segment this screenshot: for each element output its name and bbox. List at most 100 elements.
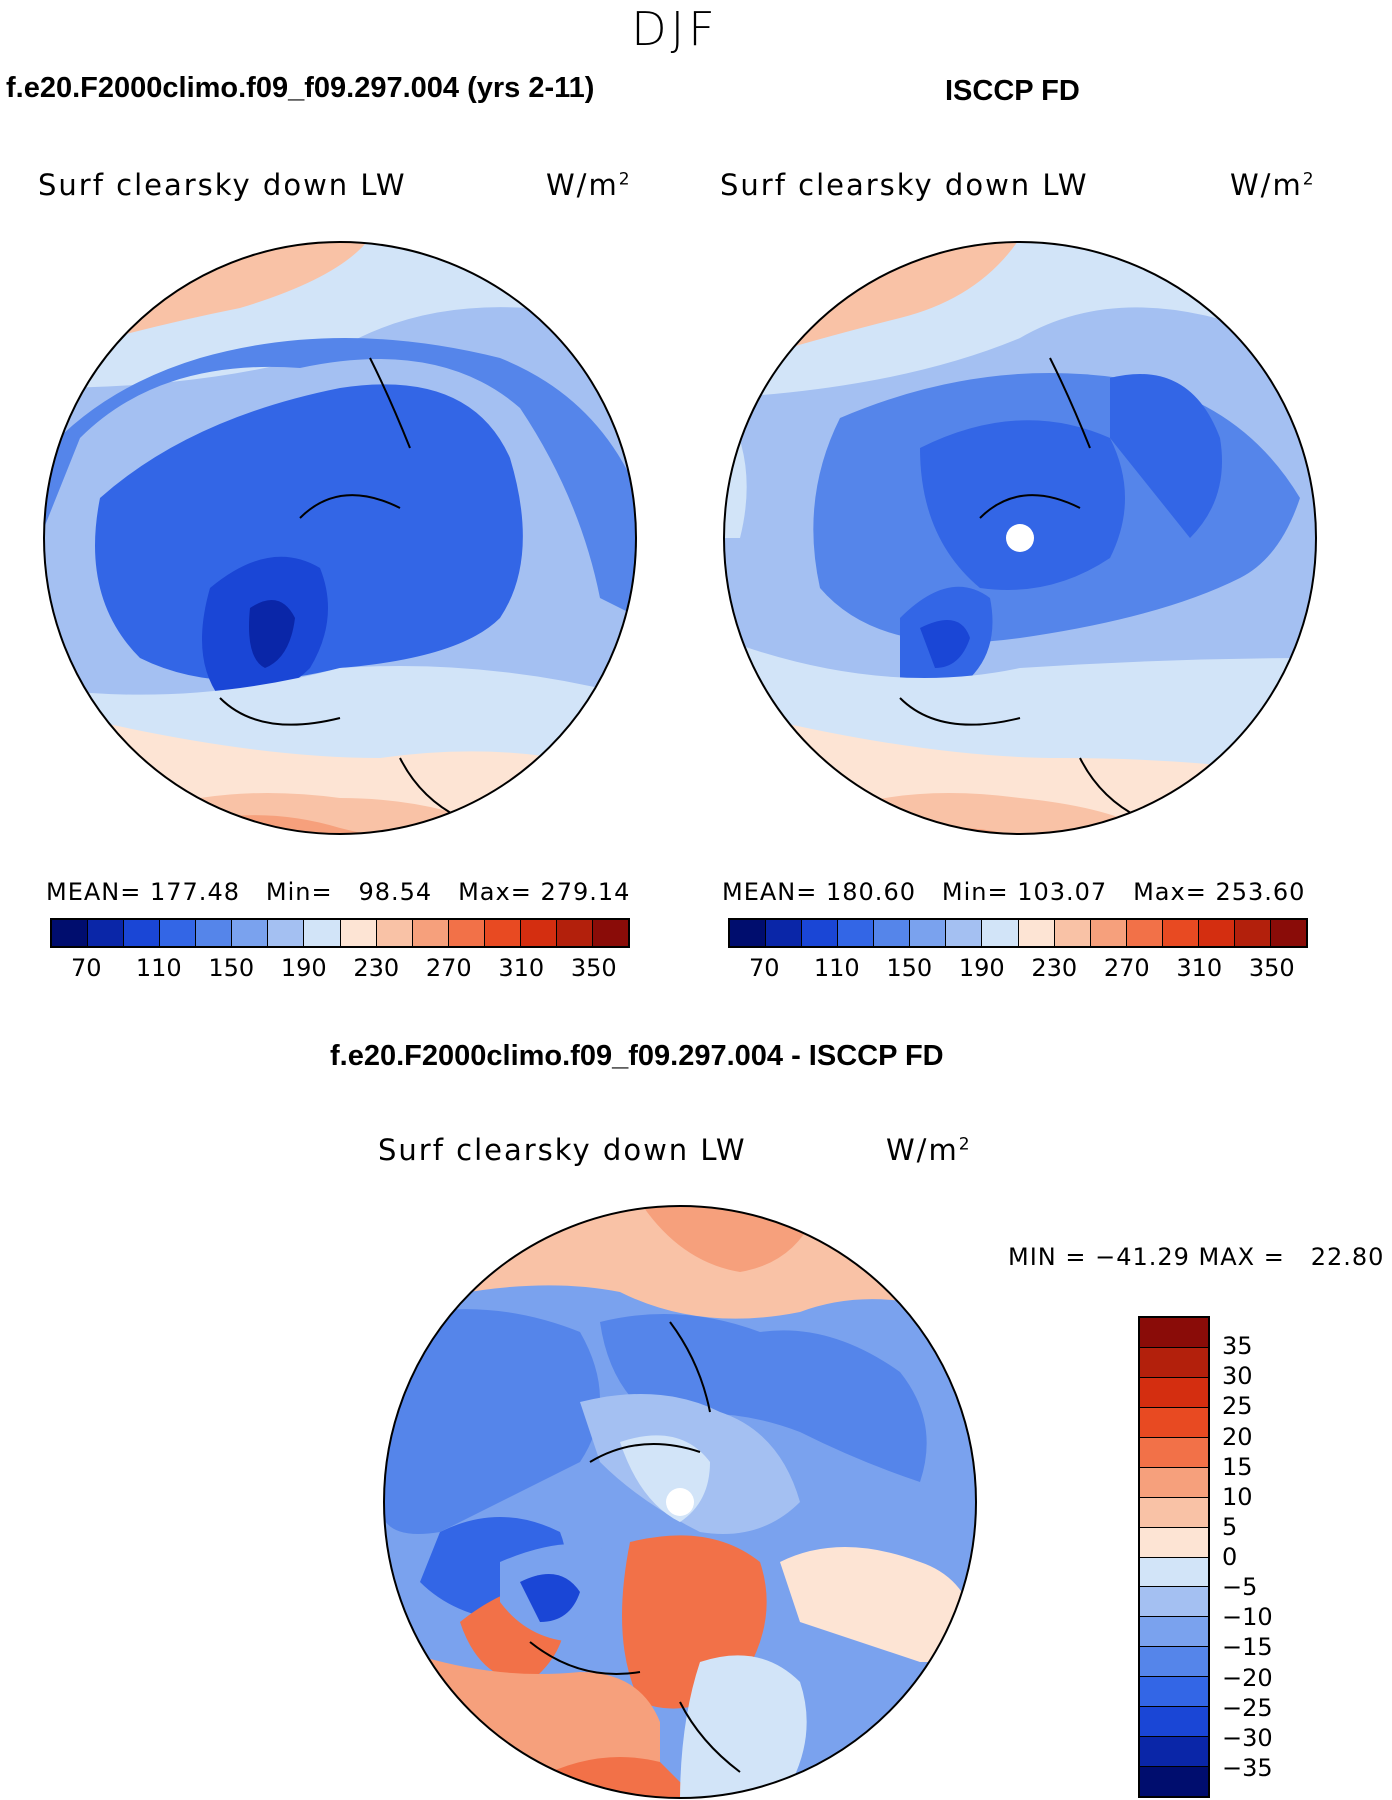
colorbar-swatch [1140,1647,1208,1678]
colorbar-swatch [520,920,557,946]
panel2-colorbar-ticks: 70 110 150 190 230 270 310 350 [728,954,1308,984]
diff-title: f.e20.F2000climo.f09_f09.297.004 - ISCCP… [330,1040,944,1072]
colorbar-tick-label: −30 [1222,1723,1273,1752]
colorbar-swatch [412,920,449,946]
colorbar-swatch [1054,920,1091,946]
season-title: DJF [631,2,719,56]
colorbar-swatch [1090,920,1127,946]
colorbar-tick-label: 150 [886,954,933,982]
colorbar-tick-label: 310 [1176,954,1223,982]
panel1-colorbar [50,918,630,948]
colorbar-tick-label: 0 [1222,1543,1238,1571]
colorbar-swatch [1140,1677,1208,1708]
panel1-colorbar-ticks: 70 110 150 190 230 270 310 350 [50,954,630,984]
colorbar-tick-label: 150 [208,954,255,982]
colorbar-tick-label: −20 [1222,1663,1273,1692]
colorbar-tick-label: 110 [813,954,860,982]
colorbar-tick-label: 270 [1103,954,1150,982]
colorbar-swatch [1140,1437,1208,1468]
colorbar-tick-label: 350 [570,954,617,982]
colorbar-swatch [1162,920,1199,946]
diff-minmax: MIN = −41.29 MAX = 22.80 [1008,1243,1385,1271]
colorbar-swatch [340,920,377,946]
colorbar-tick-label: 30 [1222,1362,1253,1391]
colorbar-tick-label: −15 [1222,1633,1273,1662]
colorbar-tick-label: −35 [1222,1753,1273,1782]
colorbar-swatch [124,920,161,946]
colorbar-tick-label: 270 [425,954,472,982]
colorbar-swatch [232,920,269,946]
colorbar-swatch [730,920,767,946]
panel1-variable: Surf clearsky down LW [38,168,407,202]
colorbar-tick-label: 35 [1222,1332,1253,1361]
colorbar-tick-label: 310 [498,954,545,982]
colorbar-swatch [1140,1377,1208,1408]
colorbar-swatch [556,920,593,946]
colorbar-swatch [196,920,233,946]
colorbar-swatch [946,920,983,946]
colorbar-swatch [1140,1587,1208,1618]
colorbar-swatch [1140,1557,1208,1588]
panel2-units: W/m2 [1230,168,1316,202]
colorbar-swatch [982,920,1019,946]
diff-map [383,1205,977,1799]
colorbar-swatch [592,920,628,946]
diff-colorbar-ticks: 35 30 25 20 15 10 5 0 −5 −10 −15 −20 −25 −30 −35 [1222,1316,1302,1798]
colorbar-tick-label: 25 [1222,1392,1253,1421]
colorbar-tick-label: 5 [1222,1512,1238,1541]
colorbar-swatch [1140,1737,1208,1768]
panel1-units: W/m2 [546,168,632,202]
diff-units: W/m2 [886,1133,972,1167]
colorbar-tick-label: 230 [1031,954,1078,982]
colorbar-swatch [160,920,197,946]
panel2-map [723,241,1317,835]
panel2-title: ISCCP FD [945,75,1080,107]
colorbar-swatch [1140,1318,1208,1348]
colorbar-swatch [802,920,839,946]
panel2-variable: Surf clearsky down LW [720,168,1089,202]
colorbar-swatch [766,920,803,946]
colorbar-tick-label: 10 [1222,1482,1253,1511]
colorbar-tick-label: 190 [280,954,327,982]
colorbar-swatch [1198,920,1235,946]
diff-variable: Surf clearsky down LW [378,1133,747,1167]
colorbar-swatch [1140,1707,1208,1738]
colorbar-swatch [1140,1347,1208,1378]
colorbar-tick-label: 15 [1222,1452,1253,1481]
colorbar-tick-label: 190 [958,954,1005,982]
colorbar-tick-label: 350 [1248,954,1295,982]
colorbar-tick-label: 230 [353,954,400,982]
colorbar-tick-label: 70 [70,954,102,982]
colorbar-swatch [910,920,947,946]
colorbar-swatch [838,920,875,946]
colorbar-swatch [304,920,341,946]
colorbar-swatch [1140,1617,1208,1648]
colorbar-tick-label: 110 [135,954,182,982]
colorbar-tick-label: −10 [1222,1603,1273,1632]
panel1-map [43,241,637,835]
diff-colorbar [1138,1316,1210,1798]
colorbar-tick-label: −25 [1222,1693,1273,1722]
panel2-stats: MEAN= 180.60 Min= 103.07 Max= 253.60 [722,878,1306,906]
colorbar-swatch [1140,1767,1208,1796]
colorbar-swatch [1234,920,1271,946]
colorbar-swatch [448,920,485,946]
colorbar-swatch [1140,1467,1208,1498]
panel1-title: f.e20.F2000climo.f09_f09.297.004 (yrs 2-… [6,72,595,104]
colorbar-swatch [484,920,521,946]
colorbar-swatch [1018,920,1055,946]
colorbar-tick-label: 20 [1222,1422,1253,1451]
colorbar-swatch [1126,920,1163,946]
colorbar-tick-label: 70 [748,954,780,982]
colorbar-swatch [268,920,305,946]
colorbar-swatch [52,920,89,946]
colorbar-tick-label: −5 [1222,1573,1258,1602]
colorbar-swatch [376,920,413,946]
panel2-colorbar [728,918,1308,948]
colorbar-swatch [1140,1497,1208,1528]
colorbar-swatch [1140,1407,1208,1438]
colorbar-swatch [1270,920,1306,946]
colorbar-swatch [88,920,125,946]
colorbar-swatch [1140,1527,1208,1558]
colorbar-swatch [874,920,911,946]
